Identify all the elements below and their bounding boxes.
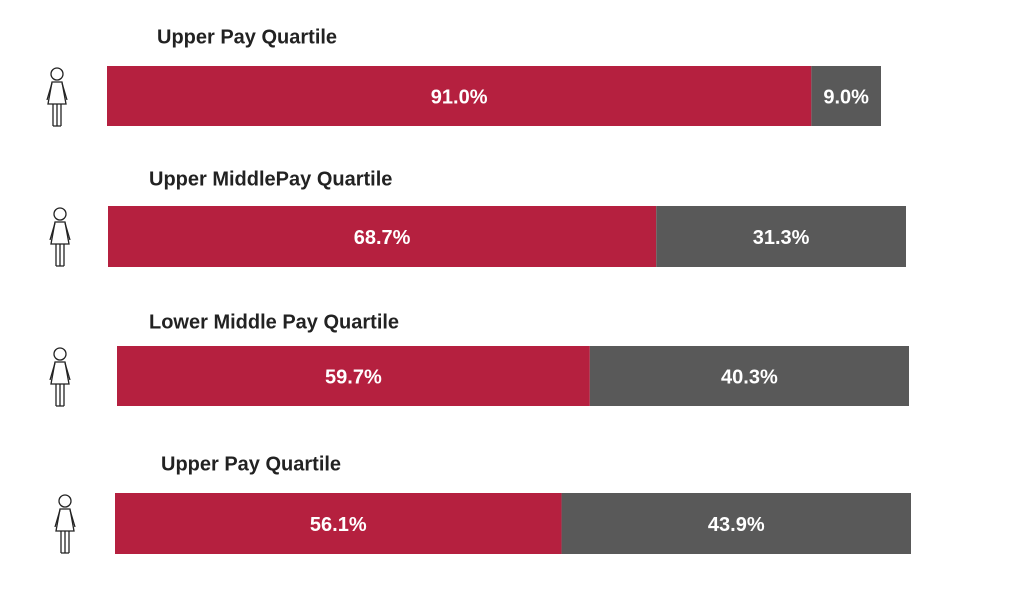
value-label: 59.7% xyxy=(325,366,382,388)
value-label: 91.0% xyxy=(431,86,488,108)
value-label: 31.3% xyxy=(753,227,810,249)
bar-segment xyxy=(656,206,906,267)
value-label: 40.3% xyxy=(721,366,778,388)
bar-segment xyxy=(108,206,657,267)
bar-title: Upper MiddlePay Quartile xyxy=(149,168,392,190)
bar-title: Upper Pay Quartile xyxy=(161,453,341,475)
bar-segment xyxy=(589,346,909,406)
bar-title: Upper Pay Quartile xyxy=(157,26,337,48)
value-label: 43.9% xyxy=(708,514,765,536)
bar-title: Lower Middle Pay Quartile xyxy=(149,311,399,333)
woman-icon xyxy=(54,494,76,554)
bar-segment xyxy=(107,66,812,126)
bar-segment xyxy=(561,493,911,554)
value-label: 56.1% xyxy=(310,514,367,536)
bar-segment xyxy=(115,493,562,554)
bar-segment xyxy=(117,346,590,406)
bar-segment xyxy=(811,66,881,126)
woman-icon xyxy=(46,67,68,127)
woman-icon xyxy=(49,347,71,407)
woman-icon xyxy=(49,207,71,267)
value-label: 68.7% xyxy=(354,227,411,249)
value-label: 9.0% xyxy=(823,86,869,108)
